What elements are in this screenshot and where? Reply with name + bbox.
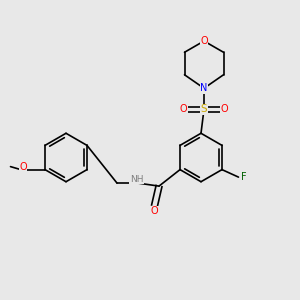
Text: O: O xyxy=(220,104,228,114)
Text: NH: NH xyxy=(130,175,143,184)
Text: O: O xyxy=(151,206,158,216)
Text: O: O xyxy=(180,104,188,114)
Text: O: O xyxy=(200,36,208,46)
Text: F: F xyxy=(241,172,247,182)
Text: S: S xyxy=(201,104,207,114)
Text: O: O xyxy=(19,162,27,172)
Text: N: N xyxy=(200,83,208,93)
Text: N: N xyxy=(200,83,208,93)
